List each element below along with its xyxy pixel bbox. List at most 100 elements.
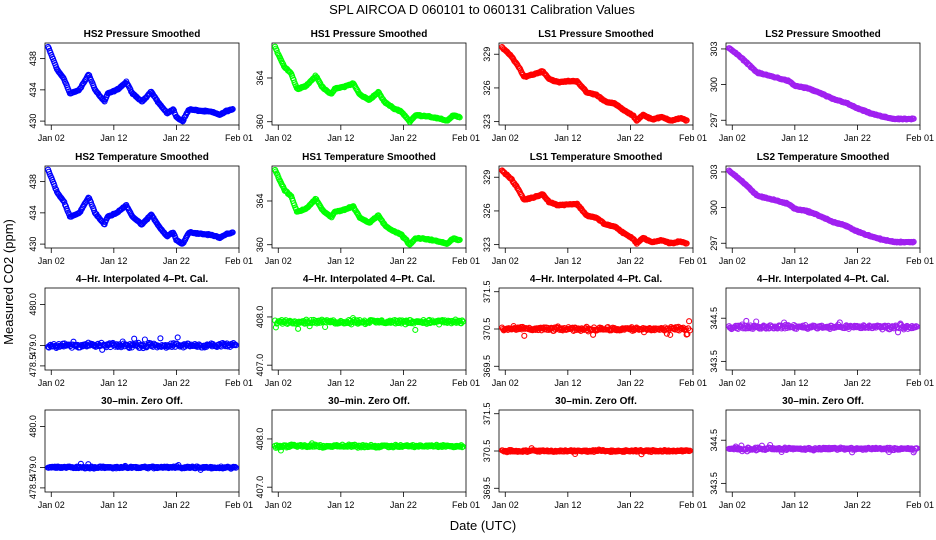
y-tick-label: 408.0 — [255, 428, 265, 451]
panel-15: 30–min. Zero Off. Jan 02 Jan 12 Jan 22 Feb 0… — [482, 396, 707, 510]
plot-frame — [44, 409, 240, 493]
data-point — [287, 69, 294, 76]
panel-9: 4–Hr. Interpolated 4–Pt. Cal. Jan 02 Jan 1… — [28, 274, 253, 388]
data-points — [45, 334, 239, 353]
x-tick-label: Jan 12 — [554, 133, 581, 143]
x-tick-label: Feb 01 — [906, 256, 934, 266]
data-point — [232, 342, 239, 349]
x-tick-label: Jan 02 — [492, 256, 519, 266]
x-tick-label: Jan 02 — [38, 500, 65, 510]
y-tick-label: 329 — [482, 47, 492, 62]
data-point — [910, 115, 917, 122]
x-tick-label: Jan 02 — [38, 256, 65, 266]
data-point — [180, 116, 187, 124]
data-point — [455, 113, 462, 120]
x-tick-label: Jan 22 — [844, 500, 871, 510]
y-tick-label: 323 — [482, 114, 492, 129]
y-tick-label: 323 — [482, 237, 492, 252]
data-point — [459, 443, 466, 450]
y-tick-label: 479.0 — [28, 456, 38, 479]
x-tick-label: Feb 01 — [679, 500, 707, 510]
panel-title: 30–min. Zero Off. — [101, 396, 183, 407]
y-tick-label: 360 — [255, 237, 265, 252]
x-tick-label: Jan 02 — [265, 378, 292, 388]
panel-title: LS1 Pressure Smoothed — [538, 29, 654, 40]
y-tick-label: 430 — [28, 237, 38, 252]
panel-2: HS1 Pressure Smoothed Jan 02 Jan 12 Jan 22 F… — [255, 29, 480, 143]
x-tick-label: Feb 01 — [452, 256, 480, 266]
panel-8: LS2 Temperature Smoothed Jan 02 Jan 12 Jan … — [709, 152, 934, 266]
x-tick-label: Feb 01 — [452, 500, 480, 510]
panel-14: 30–min. Zero Off. Jan 02 Jan 12 Jan 22 Feb 0… — [255, 396, 480, 510]
data-point — [456, 236, 463, 243]
data-point — [459, 318, 466, 325]
plot-frame — [44, 165, 240, 249]
y-tick-label: 370.5 — [482, 440, 492, 463]
y-tick-label: 408.0 — [255, 306, 265, 329]
x-tick-label: Jan 12 — [327, 500, 354, 510]
data-point — [412, 326, 419, 333]
y-tick-label: 407.0 — [255, 354, 265, 377]
data-point — [80, 463, 87, 470]
data-point — [229, 229, 236, 236]
x-tick-label: Jan 12 — [781, 256, 808, 266]
data-points — [499, 445, 693, 458]
panel-title: LS2 Pressure Smoothed — [765, 29, 881, 40]
y-tick-label: 370.5 — [482, 318, 492, 341]
x-tick-label: Jan 22 — [163, 378, 190, 388]
panel-title: HS1 Temperature Smoothed — [302, 152, 436, 163]
data-points — [45, 460, 239, 473]
x-tick-label: Jan 12 — [554, 378, 581, 388]
x-tick-label: Jan 22 — [163, 256, 190, 266]
y-tick-label: 371.5 — [482, 402, 492, 425]
data-point — [232, 464, 239, 471]
x-tick-label: Jan 22 — [844, 133, 871, 143]
x-tick-label: Feb 01 — [679, 133, 707, 143]
x-tick-label: Jan 22 — [844, 256, 871, 266]
y-tick-label: 326 — [482, 80, 492, 95]
plot-frame — [725, 165, 921, 249]
x-tick-label: Jan 22 — [390, 500, 417, 510]
panel-4: LS2 Pressure Smoothed Jan 02 Jan 12 Jan 22 F… — [709, 29, 934, 143]
data-point — [322, 323, 329, 331]
y-tick-label: 369.5 — [482, 477, 492, 500]
y-tick-label: 360 — [255, 114, 265, 129]
panel-title: LS2 Temperature Smoothed — [757, 152, 890, 163]
x-tick-label: Feb 01 — [679, 378, 707, 388]
data-point — [232, 341, 239, 348]
panel-title: 4–Hr. Interpolated 4–Pt. Cal. — [757, 274, 889, 285]
data-points — [45, 166, 236, 247]
x-tick-label: Jan 02 — [265, 133, 292, 143]
data-point — [141, 336, 148, 343]
x-tick-label: Jan 12 — [100, 500, 127, 510]
data-point — [70, 338, 77, 345]
data-point — [743, 317, 750, 324]
x-tick-label: Jan 22 — [617, 378, 644, 388]
x-tick-label: Jan 02 — [265, 500, 292, 510]
panel-10: 4–Hr. Interpolated 4–Pt. Cal. Jan 02 Jan 1… — [255, 274, 480, 388]
plot-frame — [725, 287, 921, 371]
x-tick-label: Jan 22 — [390, 133, 417, 143]
data-point — [686, 327, 693, 334]
x-tick-label: Jan 02 — [719, 133, 746, 143]
data-points — [272, 166, 463, 248]
data-point — [232, 463, 239, 470]
x-tick-label: Jan 22 — [390, 256, 417, 266]
panel-title: 30–min. Zero Off. — [328, 396, 410, 407]
x-tick-label: Jan 12 — [327, 256, 354, 266]
x-tick-label: Jan 22 — [163, 500, 190, 510]
data-point — [686, 447, 693, 454]
x-tick-label: Jan 12 — [554, 256, 581, 266]
data-point — [521, 332, 528, 339]
panel-title: HS1 Pressure Smoothed — [311, 29, 428, 40]
plot-frame — [498, 165, 694, 249]
y-tick-label: 438 — [28, 51, 38, 66]
x-tick-label: Jan 02 — [719, 378, 746, 388]
y-tick-label: 438 — [28, 174, 38, 189]
plot-frame — [271, 165, 467, 249]
x-tick-label: Jan 02 — [38, 378, 65, 388]
x-tick-label: Jan 02 — [719, 500, 746, 510]
x-tick-label: Feb 01 — [225, 500, 253, 510]
panel-title: HS2 Temperature Smoothed — [75, 152, 209, 163]
